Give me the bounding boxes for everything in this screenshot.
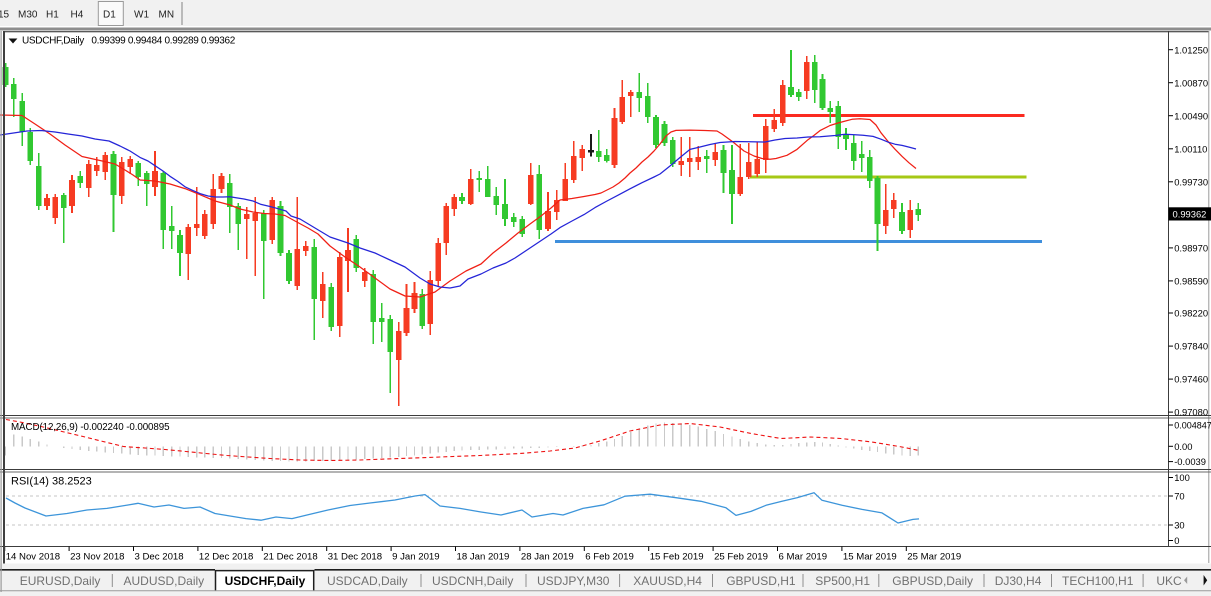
svg-text:0.99730: 0.99730 xyxy=(1174,176,1208,187)
svg-text:MACD(12,26,9) -0.002240 -0.000: MACD(12,26,9) -0.002240 -0.000895 xyxy=(11,422,170,433)
svg-text:100: 100 xyxy=(1174,472,1190,483)
svg-text:USDCHF,Daily 0.99399 0.99484: USDCHF,Daily 0.99399 0.99484 0.99289 0.9… xyxy=(22,36,236,47)
svg-text:0.98970: 0.98970 xyxy=(1174,243,1208,254)
svg-text:XAUUSD,H4: XAUUSD,H4 xyxy=(633,574,702,588)
svg-text:W1: W1 xyxy=(134,10,149,21)
svg-text:D1: D1 xyxy=(103,10,116,21)
svg-text:14 Nov 2018: 14 Nov 2018 xyxy=(6,552,60,563)
svg-text:30: 30 xyxy=(1174,520,1184,531)
svg-text:0.98220: 0.98220 xyxy=(1174,308,1208,319)
svg-text:USDCHF,Daily: USDCHF,Daily xyxy=(225,574,306,588)
svg-text:0.00: 0.00 xyxy=(1174,441,1192,452)
svg-text:31 Dec 2018: 31 Dec 2018 xyxy=(328,552,382,563)
svg-text:GBPUSD,H1: GBPUSD,H1 xyxy=(726,574,796,588)
svg-text:6 Feb 2019: 6 Feb 2019 xyxy=(585,552,634,563)
svg-text:0.98590: 0.98590 xyxy=(1174,276,1208,287)
svg-text:6 Mar 2019: 6 Mar 2019 xyxy=(779,552,828,563)
svg-text:EURUSD,Daily: EURUSD,Daily xyxy=(20,574,101,588)
svg-text:1.01250: 1.01250 xyxy=(1174,44,1208,55)
svg-text:0: 0 xyxy=(1174,535,1179,546)
svg-text:15 Mar 2019: 15 Mar 2019 xyxy=(843,552,897,563)
svg-text:18 Jan 2019: 18 Jan 2019 xyxy=(457,552,510,563)
svg-text:MN: MN xyxy=(159,10,175,21)
svg-text:0.97080: 0.97080 xyxy=(1174,407,1208,418)
svg-text:9 Jan 2019: 9 Jan 2019 xyxy=(392,552,439,563)
svg-text:0.97460: 0.97460 xyxy=(1174,374,1208,385)
svg-text:70: 70 xyxy=(1174,491,1184,502)
svg-text:USDJPY,M30: USDJPY,M30 xyxy=(537,574,610,588)
svg-text:0.004847: 0.004847 xyxy=(1174,421,1211,431)
svg-text:RSI(14) 38.2523: RSI(14) 38.2523 xyxy=(11,476,92,488)
svg-text:21 Dec 2018: 21 Dec 2018 xyxy=(263,552,317,563)
svg-text:USDCAD,Daily: USDCAD,Daily xyxy=(327,574,408,588)
svg-text:15 Feb 2019: 15 Feb 2019 xyxy=(650,552,704,563)
svg-text:1.00110: 1.00110 xyxy=(1174,143,1207,154)
svg-text:28 Jan 2019: 28 Jan 2019 xyxy=(521,552,574,563)
svg-text:-0.0039: -0.0039 xyxy=(1174,456,1206,467)
svg-text:UKC: UKC xyxy=(1156,574,1182,588)
svg-text:0.99362: 0.99362 xyxy=(1173,209,1207,220)
svg-text:M30: M30 xyxy=(18,10,38,21)
svg-text:SP500,H1: SP500,H1 xyxy=(815,574,870,588)
svg-text:25 Feb 2019: 25 Feb 2019 xyxy=(714,552,768,563)
svg-text:1.00490: 1.00490 xyxy=(1174,110,1208,121)
svg-text:AUDUSD,Daily: AUDUSD,Daily xyxy=(124,574,205,588)
svg-text:23 Nov 2018: 23 Nov 2018 xyxy=(70,552,124,563)
svg-text:H1: H1 xyxy=(46,10,59,21)
svg-text:0.97840: 0.97840 xyxy=(1174,341,1208,352)
svg-text:25 Mar 2019: 25 Mar 2019 xyxy=(907,552,961,563)
svg-text:3 Dec 2018: 3 Dec 2018 xyxy=(135,552,184,563)
svg-text:TECH100,H1: TECH100,H1 xyxy=(1062,574,1134,588)
svg-text:12 Dec 2018: 12 Dec 2018 xyxy=(199,552,253,563)
svg-text:1.00870: 1.00870 xyxy=(1174,77,1208,88)
svg-text:GBPUSD,Daily: GBPUSD,Daily xyxy=(892,574,973,588)
svg-text:15: 15 xyxy=(0,10,10,21)
svg-text:H4: H4 xyxy=(71,10,84,21)
svg-text:USDCNH,Daily: USDCNH,Daily xyxy=(432,574,513,588)
svg-text:DJ30,H4: DJ30,H4 xyxy=(995,574,1042,588)
